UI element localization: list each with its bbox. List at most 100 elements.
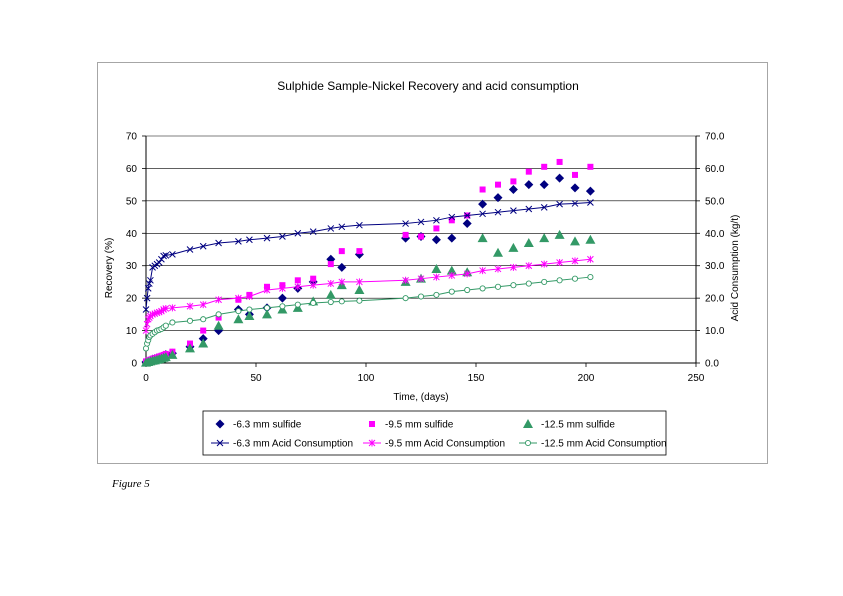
legend-entry: -12.5 mm Acid Consumption bbox=[519, 439, 667, 450]
data-point bbox=[160, 252, 167, 260]
data-point bbox=[508, 242, 519, 252]
data-point bbox=[539, 180, 549, 190]
data-point bbox=[510, 178, 517, 185]
data-point bbox=[185, 343, 195, 353]
data-point bbox=[169, 304, 176, 312]
data-point bbox=[143, 294, 151, 302]
x-tick-label: 200 bbox=[578, 373, 595, 384]
x-tick-label: 250 bbox=[688, 373, 705, 384]
data-point bbox=[417, 275, 425, 283]
data-point bbox=[246, 236, 253, 244]
legend-entry: -9.5 mm Acid Consumption bbox=[363, 439, 505, 450]
legend-label: -12.5 mm Acid Consumption bbox=[541, 439, 667, 450]
data-point bbox=[294, 229, 302, 237]
data-point bbox=[356, 297, 363, 304]
data-point bbox=[494, 208, 502, 216]
data-point bbox=[479, 186, 486, 193]
legend-marker bbox=[368, 439, 376, 447]
data-point bbox=[169, 251, 176, 258]
data-point bbox=[541, 163, 548, 170]
legend-marker bbox=[524, 439, 532, 447]
data-point bbox=[246, 306, 253, 313]
data-point bbox=[186, 246, 194, 253]
data-point bbox=[310, 275, 317, 282]
legend-label: -6.3 mm sulfide bbox=[233, 420, 302, 431]
data-point bbox=[263, 234, 271, 242]
data-point bbox=[570, 236, 580, 246]
data-point bbox=[143, 320, 151, 328]
x-tick-label: 50 bbox=[250, 373, 262, 384]
data-point bbox=[142, 327, 150, 335]
data-point bbox=[310, 299, 317, 307]
data-point bbox=[587, 255, 594, 263]
data-point bbox=[262, 309, 272, 319]
data-point bbox=[433, 273, 440, 281]
data-point bbox=[508, 185, 518, 195]
legend-label: -12.5 mm sulfide bbox=[541, 420, 615, 431]
legend-label: -6.3 mm Acid Consumption bbox=[233, 439, 353, 450]
data-point bbox=[571, 257, 579, 265]
data-point bbox=[244, 310, 255, 320]
data-point bbox=[327, 298, 334, 306]
data-point bbox=[571, 275, 579, 282]
series-6 bbox=[142, 274, 594, 352]
data-point bbox=[479, 267, 486, 275]
data-point bbox=[417, 218, 425, 226]
y-tick-label: 10 bbox=[126, 326, 138, 337]
data-point bbox=[433, 225, 440, 232]
data-point bbox=[556, 200, 563, 208]
data-point bbox=[540, 260, 548, 268]
chart-frame: Sulphide Sample-Nickel Recovery and acid… bbox=[97, 62, 768, 464]
data-point bbox=[572, 171, 578, 178]
y2-tick-label: 0.0 bbox=[705, 359, 719, 370]
data-point bbox=[478, 199, 488, 209]
data-point bbox=[431, 263, 442, 273]
data-point bbox=[162, 322, 169, 329]
data-point bbox=[337, 262, 347, 272]
data-point bbox=[402, 231, 409, 238]
legend-marker bbox=[523, 419, 533, 428]
data-point bbox=[479, 210, 486, 218]
data-point bbox=[448, 217, 455, 224]
data-point bbox=[477, 233, 488, 243]
y2-axis-label: Acid Consumption (kg/t) bbox=[730, 215, 741, 322]
data-point bbox=[199, 301, 207, 309]
data-point bbox=[169, 319, 176, 326]
y-tick-label: 40 bbox=[126, 229, 138, 240]
figure-caption: Figure 5 bbox=[112, 478, 150, 490]
x-tick-label: 100 bbox=[358, 373, 375, 384]
x-axis-label: Time, (days) bbox=[393, 392, 448, 403]
data-point bbox=[447, 233, 457, 243]
data-point bbox=[327, 261, 334, 268]
data-point bbox=[162, 305, 170, 313]
y2-tick-label: 10.0 bbox=[705, 326, 725, 337]
data-point bbox=[200, 316, 207, 323]
data-point bbox=[523, 238, 534, 248]
data-point bbox=[309, 281, 317, 289]
data-point bbox=[433, 216, 440, 224]
data-point bbox=[464, 286, 471, 294]
data-point bbox=[155, 259, 163, 266]
x-tick-label: 150 bbox=[468, 373, 485, 384]
data-point bbox=[463, 212, 471, 219]
data-point bbox=[556, 158, 563, 165]
data-point bbox=[199, 242, 207, 250]
data-point bbox=[277, 293, 287, 303]
data-point bbox=[418, 233, 424, 240]
data-point bbox=[235, 238, 242, 245]
data-point bbox=[263, 286, 271, 294]
data-point bbox=[493, 193, 503, 203]
data-point bbox=[510, 207, 517, 214]
data-point bbox=[263, 304, 271, 311]
series-5 bbox=[142, 255, 594, 335]
y2-tick-label: 20.0 bbox=[705, 294, 725, 305]
data-point bbox=[215, 314, 222, 321]
data-point bbox=[162, 251, 170, 259]
chart-title: Sulphide Sample-Nickel Recovery and acid… bbox=[277, 79, 579, 93]
data-point bbox=[525, 168, 532, 175]
data-point bbox=[510, 263, 517, 271]
y2-tick-label: 50.0 bbox=[705, 196, 725, 207]
data-point bbox=[215, 296, 222, 304]
data-point bbox=[587, 274, 594, 281]
data-point bbox=[540, 203, 548, 211]
